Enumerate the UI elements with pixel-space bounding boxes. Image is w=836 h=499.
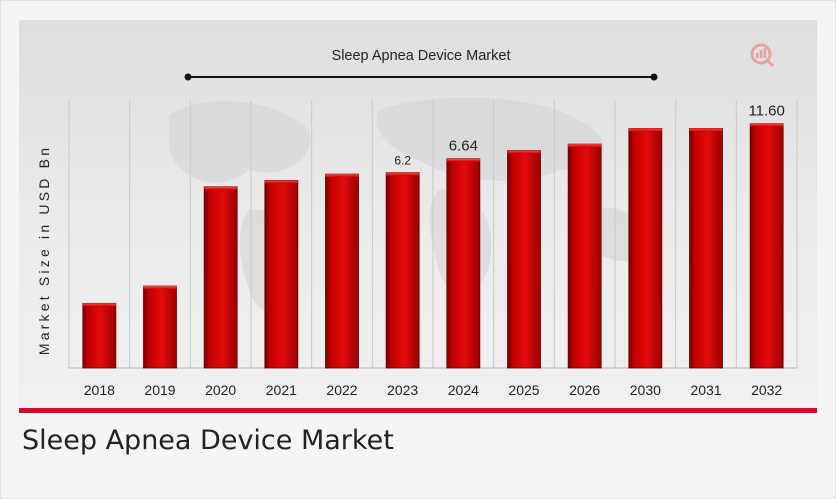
chart-title: Sleep Apnea Device Market: [332, 48, 511, 64]
bar-top-2026: [568, 144, 602, 148]
bar-top-2020: [204, 186, 238, 190]
brand-logo-icon: [750, 43, 775, 68]
bar-top-2031: [689, 128, 723, 132]
bars: [82, 123, 784, 369]
x-tick-2022: 2022: [326, 382, 357, 398]
bar-2032: [749, 123, 784, 369]
bar-2021: [264, 179, 299, 369]
bar-top-2022: [325, 174, 359, 178]
figure-caption: Sleep Apnea Device Market: [22, 425, 394, 456]
title-rule-start-dot: [184, 73, 192, 81]
bar-top-2030: [628, 128, 662, 132]
x-tick-2025: 2025: [508, 382, 539, 398]
bar-2031: [689, 127, 723, 369]
bar-2020: [203, 186, 238, 369]
x-tick-2023: 2023: [387, 382, 418, 398]
gridlines: [68, 100, 798, 369]
y-axis-label: Market Size in USD Bn: [36, 145, 52, 355]
bar-top-2024: [446, 158, 480, 162]
bar-top-2018: [82, 303, 116, 307]
bar-top-2023: [386, 172, 420, 176]
x-tick-2031: 2031: [690, 382, 721, 398]
bar-chart: Market Size in USD Bn Sleep Apnea Device…: [36, 43, 798, 398]
bar-top-2032: [750, 123, 784, 127]
x-tick-2024: 2024: [448, 382, 479, 398]
bar-2030: [628, 127, 663, 369]
title-rule-end-dot: [650, 73, 658, 81]
chart-panel: Market Size in USD Bn Sleep Apnea Device…: [19, 20, 817, 408]
bar-top-2019: [143, 286, 177, 290]
bar-top-2021: [264, 180, 298, 184]
x-tick-2032: 2032: [751, 382, 782, 398]
bar-2024: [446, 158, 481, 369]
x-tick-2019: 2019: [144, 382, 175, 398]
value-labels: 6.2 6.64 11.60: [394, 103, 785, 168]
bar-2022: [325, 173, 359, 369]
bar-2019: [143, 285, 177, 369]
bar-2025: [507, 150, 541, 369]
data-label-2032: 11.60: [748, 103, 784, 120]
bar-2026: [567, 143, 602, 369]
x-tick-2030: 2030: [630, 382, 661, 398]
x-tick-labels: 2018 2019 2020 2021 2022 2023 2024 2025 2026 2030…: [84, 382, 783, 398]
x-tick-2020: 2020: [205, 382, 236, 398]
data-label-2024: 6.64: [449, 138, 478, 155]
red-divider: [19, 408, 817, 413]
bar-top-2025: [507, 150, 541, 154]
bar-2023: [385, 172, 420, 369]
x-tick-2018: 2018: [84, 382, 115, 398]
bar-2018: [82, 302, 117, 369]
x-tick-2026: 2026: [569, 382, 600, 398]
data-label-2023: 6.2: [394, 154, 411, 168]
x-tick-2021: 2021: [266, 382, 297, 398]
